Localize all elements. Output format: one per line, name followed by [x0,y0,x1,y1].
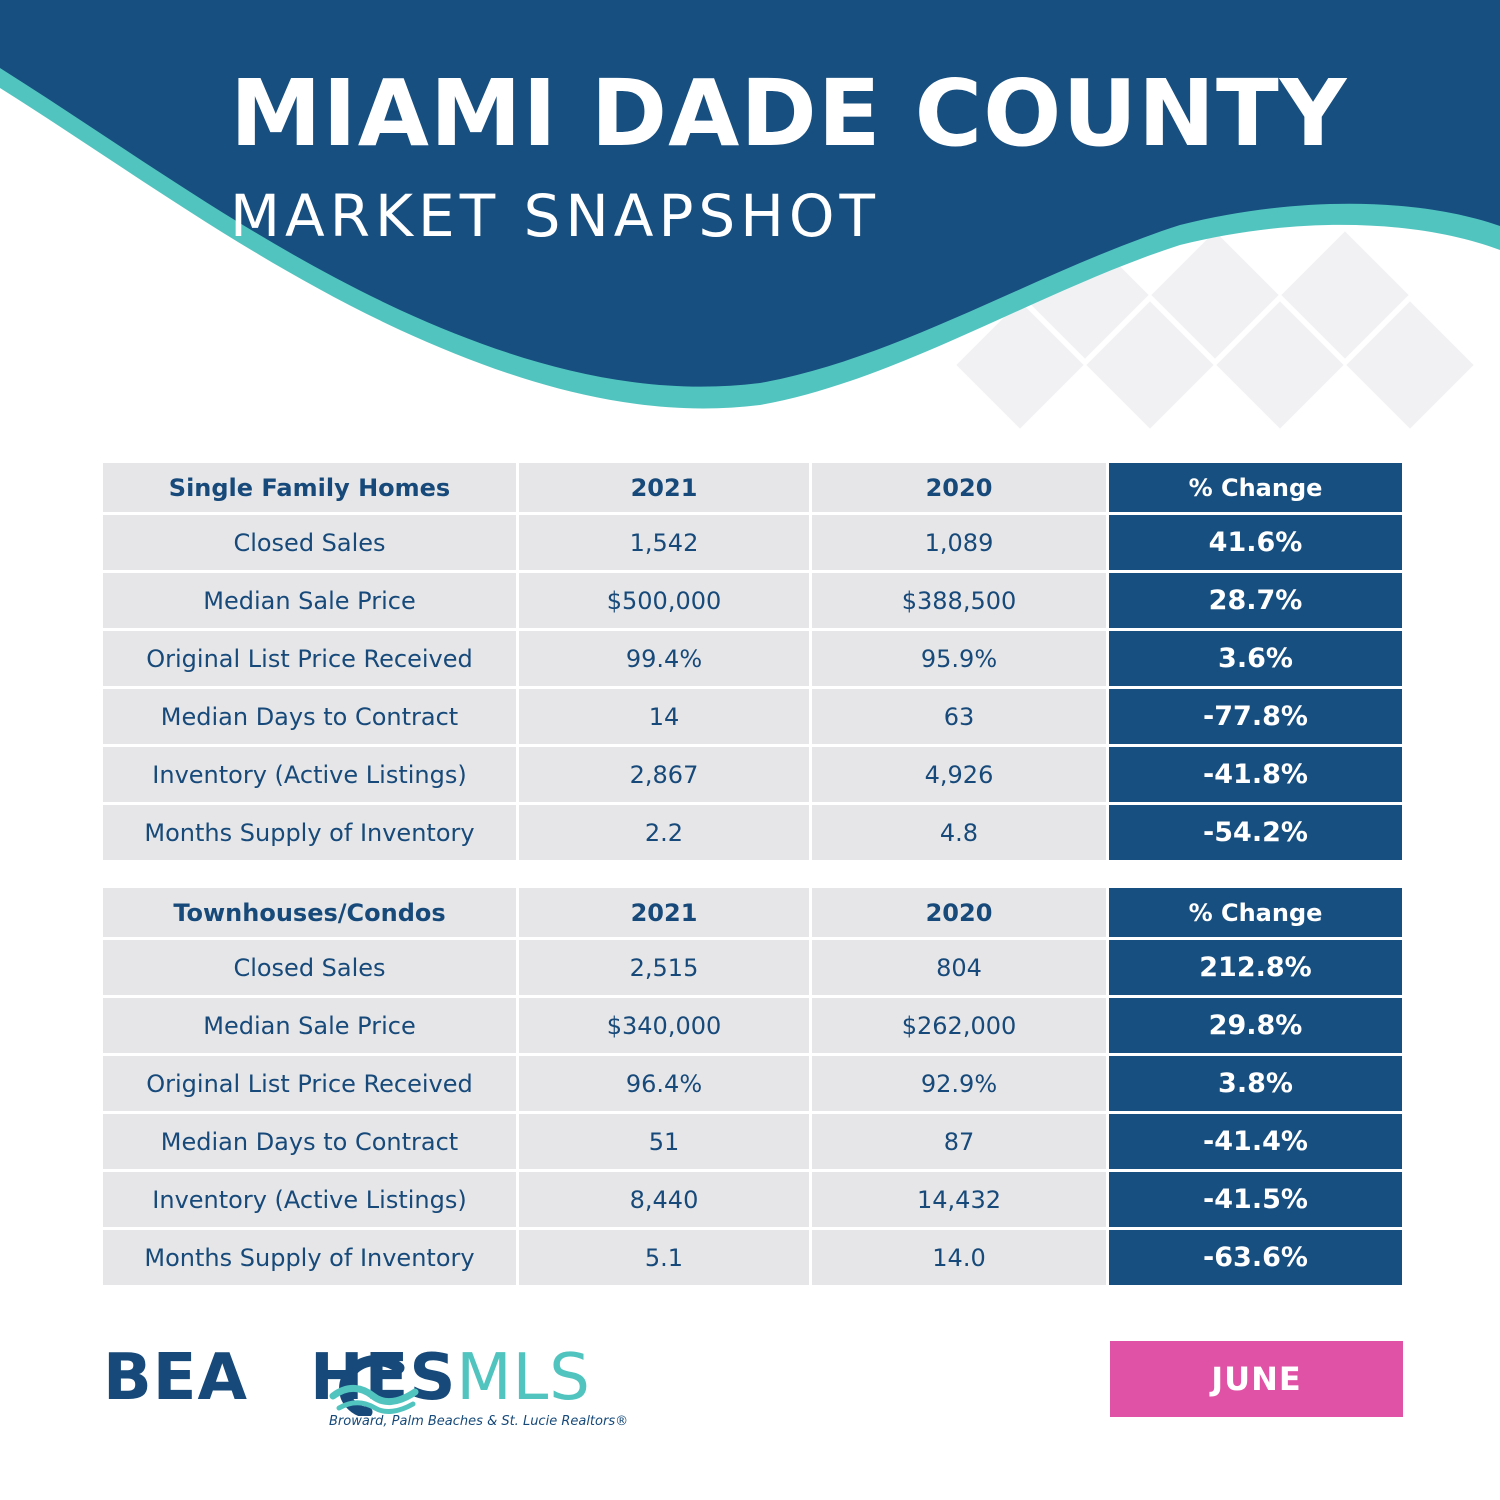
header-category: Townhouses/Condos [103,888,516,937]
table-row: Median Days to Contract 14 63 -77.8% [103,689,1402,744]
logo-text-mls: MLS [456,1341,591,1415]
value-2021: 2.2 [519,805,809,860]
table-row: Inventory (Active Listings) 8,440 14,432… [103,1172,1402,1227]
value-2020: 14,432 [812,1172,1106,1227]
table-row: Median Sale Price $500,000 $388,500 28.7… [103,573,1402,628]
value-2020: 1,089 [812,515,1106,570]
value-2020: 87 [812,1114,1106,1169]
logo-tagline: Broward, Palm Beaches & St. Lucie Realto… [329,1414,629,1429]
percent-change: -63.6% [1109,1230,1402,1285]
header-category: Single Family Homes [103,463,516,512]
value-2020: 4.8 [812,805,1106,860]
percent-change: -41.4% [1109,1114,1402,1169]
percent-change: 212.8% [1109,940,1402,995]
value-2020: 4,926 [812,747,1106,802]
page-subtitle: MARKET SNAPSHOT [230,182,880,250]
row-label: Inventory (Active Listings) [103,1172,516,1227]
value-2020: $262,000 [812,998,1106,1053]
value-2020: 63 [812,689,1106,744]
value-2021: $500,000 [519,573,809,628]
logo-wordmark: BEA HESMLS [103,1340,591,1416]
table-row: Closed Sales 2,515 804 212.8% [103,940,1402,995]
table-row: Median Days to Contract 51 87 -41.4% [103,1114,1402,1169]
table-header-row: Townhouses/Condos 2021 2020 % Change [103,888,1402,937]
diamond-pattern [956,231,1474,429]
row-label: Median Sale Price [103,573,516,628]
percent-change: 3.6% [1109,631,1402,686]
row-label: Months Supply of Inventory [103,805,516,860]
logo-text-bea: BEA [103,1341,249,1415]
table-row: Closed Sales 1,542 1,089 41.6% [103,515,1402,570]
table-row: Median Sale Price $340,000 $262,000 29.8… [103,998,1402,1053]
value-2021: 99.4% [519,631,809,686]
row-label: Closed Sales [103,515,516,570]
value-2020: 804 [812,940,1106,995]
table-row: Original List Price Received 96.4% 92.9%… [103,1056,1402,1111]
row-label: Original List Price Received [103,631,516,686]
header-percent-change: % Change [1109,888,1402,937]
value-2021: 96.4% [519,1056,809,1111]
percent-change: -77.8% [1109,689,1402,744]
table-row: Months Supply of Inventory 2.2 4.8 -54.2… [103,805,1402,860]
row-label: Median Days to Contract [103,689,516,744]
month-badge: JUNE [1110,1341,1403,1417]
row-label: Inventory (Active Listings) [103,747,516,802]
value-2021: 14 [519,689,809,744]
value-2021: 8,440 [519,1172,809,1227]
value-2021: 5.1 [519,1230,809,1285]
page-title: MIAMI DADE COUNTY [230,60,1348,167]
header-year-2021: 2021 [519,463,809,512]
table-row: Months Supply of Inventory 5.1 14.0 -63.… [103,1230,1402,1285]
beaches-mls-logo: BEA HESMLS Broward, Palm Beaches & St. Lu… [103,1340,663,1440]
table-row: Original List Price Received 99.4% 95.9%… [103,631,1402,686]
percent-change: -41.5% [1109,1172,1402,1227]
row-label: Closed Sales [103,940,516,995]
value-2021: $340,000 [519,998,809,1053]
percent-change: 28.7% [1109,573,1402,628]
navy-wave [0,0,1500,387]
row-label: Original List Price Received [103,1056,516,1111]
header-year-2020: 2020 [812,463,1106,512]
percent-change: 41.6% [1109,515,1402,570]
value-2020: $388,500 [812,573,1106,628]
wave-c-icon [329,1355,419,1416]
single-family-homes-table: Single Family Homes 2021 2020 % Change C… [100,460,1405,863]
value-2020: 14.0 [812,1230,1106,1285]
header-wave-background [0,0,1500,429]
row-label: Median Days to Contract [103,1114,516,1169]
percent-change: -54.2% [1109,805,1402,860]
value-2021: 51 [519,1114,809,1169]
value-2021: 2,867 [519,747,809,802]
percent-change: 29.8% [1109,998,1402,1053]
value-2020: 92.9% [812,1056,1106,1111]
townhouses-condos-table: Townhouses/Condos 2021 2020 % Change Clo… [100,885,1405,1288]
table-header-row: Single Family Homes 2021 2020 % Change [103,463,1402,512]
value-2020: 95.9% [812,631,1106,686]
header-year-2020: 2020 [812,888,1106,937]
percent-change: -41.8% [1109,747,1402,802]
percent-change: 3.8% [1109,1056,1402,1111]
value-2021: 1,542 [519,515,809,570]
header-year-2021: 2021 [519,888,809,937]
value-2021: 2,515 [519,940,809,995]
row-label: Median Sale Price [103,998,516,1053]
row-label: Months Supply of Inventory [103,1230,516,1285]
header-percent-change: % Change [1109,463,1402,512]
table-row: Inventory (Active Listings) 2,867 4,926 … [103,747,1402,802]
